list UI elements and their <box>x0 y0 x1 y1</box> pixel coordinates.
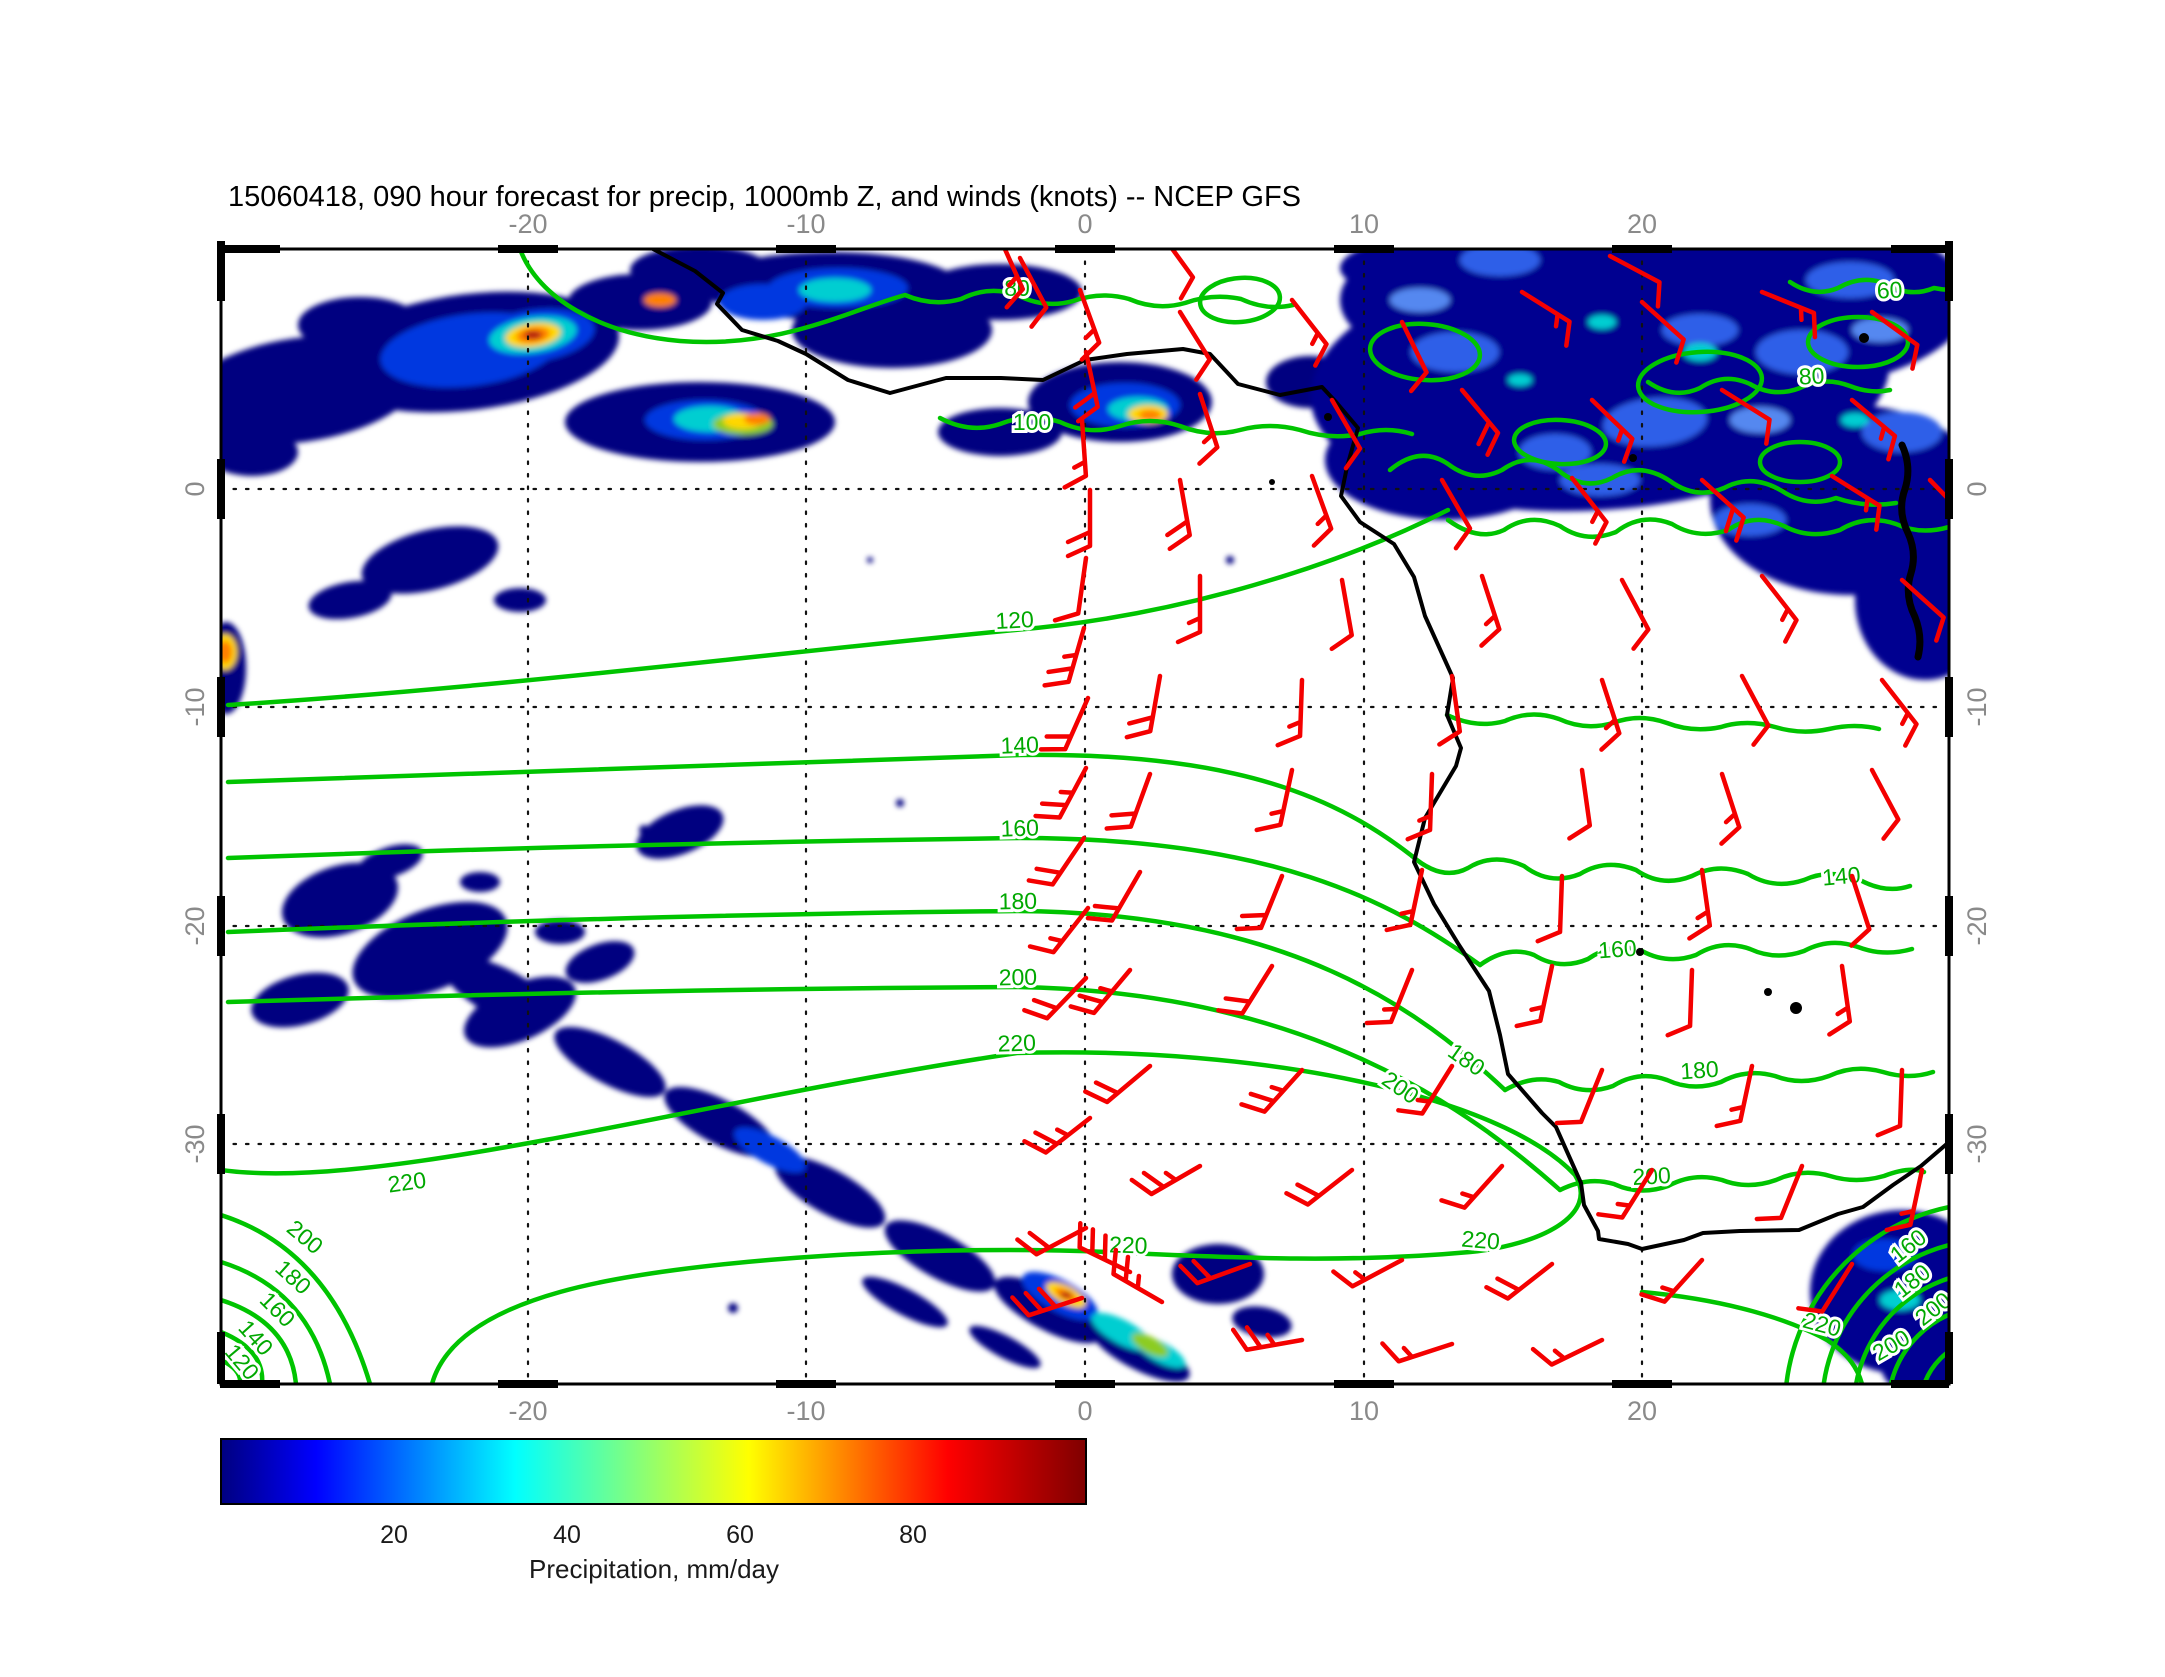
wind-barb <box>1320 580 1353 649</box>
x-tick-label: 20 <box>1627 209 1657 239</box>
wind-barb <box>1041 689 1088 758</box>
contour-label: 200 <box>1632 1162 1672 1190</box>
y-tick-label: -20 <box>1962 906 1992 945</box>
wind-barb <box>1132 1147 1200 1199</box>
wind-barb <box>1055 555 1086 623</box>
x-axis-top-labels: -20 -10 0 10 20 <box>508 209 1657 239</box>
colorbar-tick: 40 <box>553 1521 581 1549</box>
contour-label: 220 <box>1460 1225 1500 1254</box>
wind-barb <box>1291 476 1334 546</box>
x-tick-label: 0 <box>1077 209 1092 239</box>
wind-barb <box>1486 1247 1552 1305</box>
wind-barb <box>1036 758 1086 827</box>
map-frame <box>217 241 1953 1388</box>
contour-label: 200 <box>998 964 1037 991</box>
y-tick-label: -30 <box>1962 1124 1992 1163</box>
colorbar-gradient <box>220 1438 1087 1505</box>
y-axis-left-labels: 0 -10 -20 -30 <box>180 481 210 1163</box>
wind-barb <box>1757 1158 1802 1227</box>
contour-label: 180 <box>1679 1056 1719 1085</box>
y-tick-label: 0 <box>180 481 210 496</box>
wind-barb <box>1461 576 1502 646</box>
wind-barb <box>1218 954 1272 1022</box>
wind-barb <box>1408 773 1432 840</box>
colorbar-tick: 60 <box>726 1521 754 1549</box>
wind-barb <box>1430 676 1461 744</box>
y-axis-right-labels: 0 -10 -20 -30 <box>1962 481 1992 1163</box>
wind-barb <box>1158 480 1191 549</box>
contour-label: 160 <box>1000 814 1039 841</box>
contour-label: 60 <box>1876 276 1903 303</box>
contour-label: 220 <box>386 1167 428 1198</box>
inland-lakes <box>1629 333 1869 1014</box>
colorbar-tick: 80 <box>899 1521 927 1549</box>
x-tick-label: 10 <box>1349 209 1379 239</box>
wind-barb <box>1538 875 1562 942</box>
y-tick-label: -20 <box>180 906 210 945</box>
wind-barb <box>1030 894 1088 960</box>
wind-barb <box>1367 962 1412 1031</box>
wind-barb <box>1068 490 1090 556</box>
x-tick-label: -20 <box>508 1396 547 1426</box>
colorbar-tick: 20 <box>380 1521 408 1549</box>
y-tick-label: -10 <box>1962 687 1992 726</box>
wind-barb <box>1865 680 1923 746</box>
wind-barb <box>1333 1241 1402 1291</box>
contour-label: 140 <box>1000 731 1039 758</box>
wind-barb <box>1533 1320 1602 1369</box>
x-tick-label: -10 <box>786 1396 825 1426</box>
colorbar-caption: Precipitation, mm/day <box>529 1554 779 1584</box>
wind-barb <box>1178 576 1200 642</box>
wind-barb <box>1581 680 1622 750</box>
figure-title: 15060418, 090 hour forecast for precip, … <box>228 181 1301 213</box>
y-tick-label: 0 <box>1962 481 1992 496</box>
wind-barb <box>1560 770 1591 838</box>
wind-barb <box>1142 232 1199 298</box>
island-sao-tome <box>1269 479 1275 485</box>
wind-barb <box>1603 580 1653 649</box>
x-axis-bottom-labels: -20 -10 0 10 20 <box>508 1396 1657 1426</box>
wind-barb <box>1723 676 1773 745</box>
wind-barb <box>1557 1062 1602 1131</box>
wind-barb <box>1024 1101 1090 1159</box>
contour-label: 200 <box>1377 1066 1423 1109</box>
wind-barb <box>1517 961 1552 1030</box>
wind-barb <box>1278 679 1302 746</box>
wind-barb <box>1441 1151 1502 1215</box>
wind-barb <box>1668 969 1692 1036</box>
contour-label: 160 <box>1597 935 1637 964</box>
colorbar: 20 40 60 80 Precipitation, mm/day <box>220 1438 1087 1584</box>
x-tick-label: -20 <box>508 209 547 239</box>
contour-label: 180 <box>998 888 1037 915</box>
y-tick-label: -10 <box>180 687 210 726</box>
wind-barb <box>1085 1049 1150 1108</box>
x-tick-label: 0 <box>1077 1396 1092 1426</box>
wind-barb <box>1107 766 1150 836</box>
wind-barb <box>1237 868 1282 937</box>
contour-label: 220 <box>997 1029 1036 1056</box>
wind-barb <box>1286 1153 1352 1211</box>
contour-label: 80 <box>1798 362 1825 389</box>
contour-label: 100 <box>1013 409 1051 435</box>
x-tick-label: 10 <box>1349 1396 1379 1426</box>
wind-barb <box>1127 672 1160 741</box>
rift-lakes <box>1898 441 1924 661</box>
precip-shading-layer <box>222 250 1948 1383</box>
y-tick-label: -30 <box>180 1124 210 1163</box>
x-tick-label: 20 <box>1627 1396 1657 1426</box>
wind-barb <box>1257 765 1292 834</box>
wind-barb <box>1820 966 1851 1034</box>
wind-barb <box>1878 1069 1902 1136</box>
island-bioko <box>1324 413 1332 421</box>
frame-tick-marks <box>217 241 1953 1388</box>
contour-label: 120 <box>995 606 1035 634</box>
wind-barb <box>1275 300 1333 366</box>
wind-barb <box>1701 774 1742 844</box>
wind-barb <box>1853 770 1903 839</box>
wind-barb <box>1045 622 1084 692</box>
wind-barb <box>1382 1323 1452 1364</box>
x-tick-label: -10 <box>786 209 825 239</box>
